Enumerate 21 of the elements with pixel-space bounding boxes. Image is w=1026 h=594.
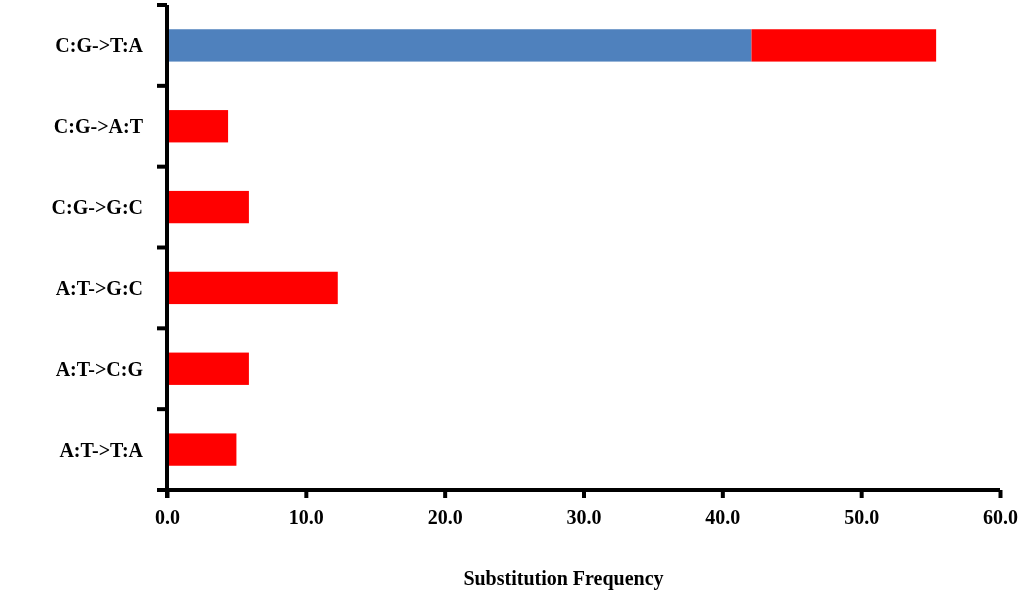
x-tick-label: 30.0 [566,506,602,529]
x-tick-label: 10.0 [288,506,324,529]
y-tick-label: A:T->G:C [55,276,143,299]
bar [167,271,338,305]
y-tick-label: C:G->T:A [55,34,144,57]
x-tick-label: 50.0 [844,506,880,529]
y-tick-label: A:T->C:G [55,357,144,380]
bar [167,352,249,385]
x-tick-label: 20.0 [427,506,463,529]
bar [167,110,229,143]
x-tick-label: 40.0 [705,506,741,529]
x-tick-label: 60.0 [983,506,1018,529]
bar [167,29,752,62]
x-axis-title: Substitution Frequency [463,567,664,590]
y-tick-label: A:T->T:A [59,438,144,461]
x-tick-label: 0.0 [155,506,180,529]
y-tick-label: C:G->A:T [53,115,144,138]
y-tick-label: C:G->G:C [51,196,143,219]
bar [167,190,249,224]
bar [751,29,937,62]
bar [167,433,237,466]
